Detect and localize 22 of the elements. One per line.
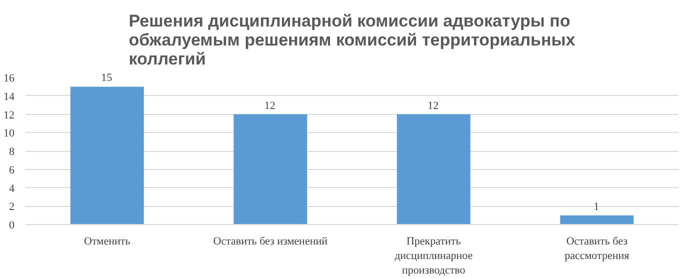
y-tick-label: 4 xyxy=(9,182,15,195)
y-tick-label: 14 xyxy=(4,90,15,103)
chart-title: Решения дисциплинарной комиссии адвокатуры по обжалуемым решениям комиссий территориальных коллегий xyxy=(128,12,576,68)
y-tick-label: 12 xyxy=(4,109,14,122)
y-tick-label: 2 xyxy=(9,201,14,214)
x-tick-label: Оставить без изменений xyxy=(213,236,328,248)
bar xyxy=(560,215,634,224)
data-label: 12 xyxy=(428,100,439,112)
x-tick-label: Оставить без рассмотрения xyxy=(564,236,630,262)
data-label: 12 xyxy=(264,100,276,112)
x-tick-label: Отменить xyxy=(84,236,130,248)
y-tick-label: 8 xyxy=(9,146,15,158)
x-tick-label: Прекратить дисциплинарное производство xyxy=(394,236,473,276)
data-label: 1 xyxy=(594,200,600,213)
y-tick-label: 0 xyxy=(9,220,15,232)
y-tick-label: 10 xyxy=(4,128,15,140)
bar xyxy=(396,114,470,224)
data-label: 15 xyxy=(101,72,112,84)
y-tick-label: 6 xyxy=(9,164,15,176)
bar xyxy=(70,86,144,224)
bar xyxy=(234,114,308,224)
y-tick-label: 16 xyxy=(4,72,15,84)
